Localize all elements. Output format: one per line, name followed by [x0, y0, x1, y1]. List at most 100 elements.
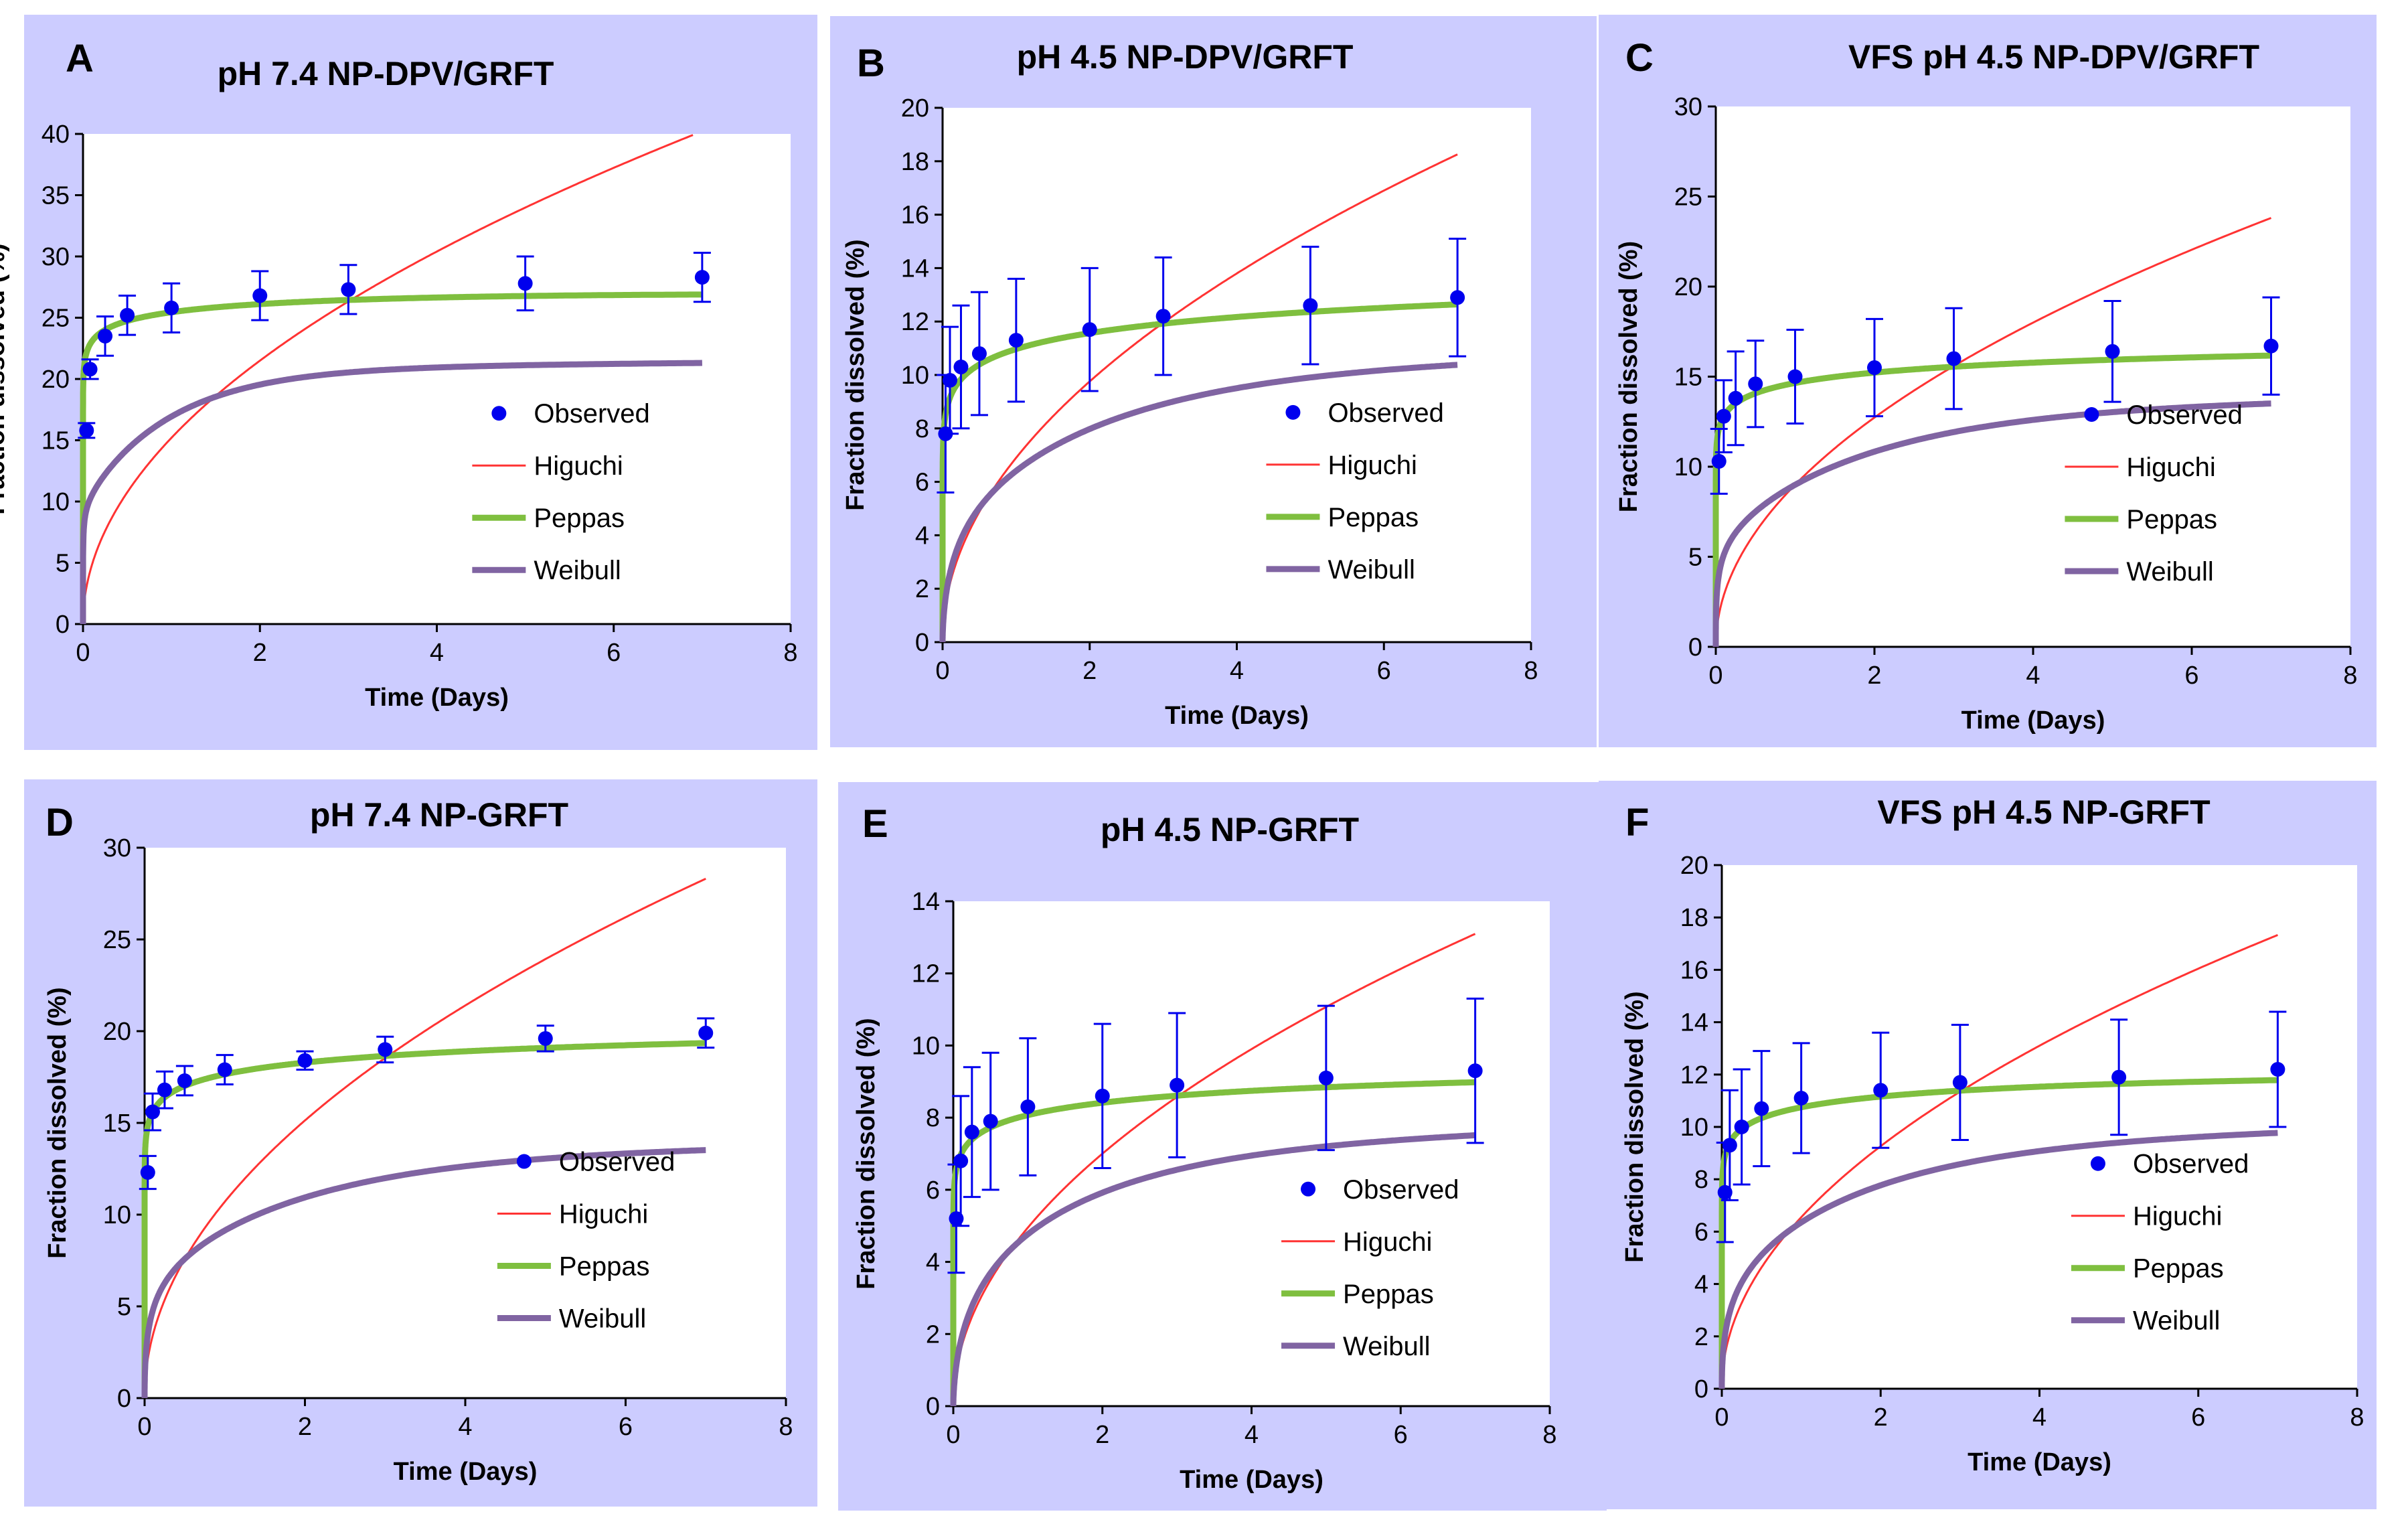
observed-point	[252, 288, 268, 303]
y-tick-label: 12	[1680, 1061, 1708, 1089]
chart-title: pH 4.5 NP-GRFT	[1101, 811, 1359, 848]
observed-point	[1722, 1138, 1737, 1153]
legend-peppas-label: Peppas	[1343, 1280, 1434, 1309]
y-tick-label: 20	[1680, 852, 1708, 880]
y-tick-label: 0	[117, 1385, 131, 1413]
observed-point	[341, 282, 356, 297]
y-tick-label: 25	[1674, 183, 1702, 212]
legend-higuchi-label: Higuchi	[534, 451, 623, 481]
chart-panel-f: F VFS pH 4.5 NP-GRFT 0 2 4 6 8 10 12 14 16 18 20 0 2 4 6…	[1621, 793, 2364, 1476]
y-tick-label: 5	[56, 550, 70, 578]
y-tick-label: 4	[926, 1249, 940, 1277]
observed-point	[953, 1153, 969, 1168]
y-tick-label: 8	[915, 415, 929, 443]
observed-point	[217, 1062, 232, 1077]
observed-point	[942, 372, 957, 388]
peppas-curve	[1712, 352, 2271, 647]
legend-observed-marker	[2084, 406, 2099, 422]
y-tick-label: 2	[1694, 1323, 1708, 1351]
weibull-curve	[1712, 400, 2271, 647]
observed-point	[82, 362, 98, 377]
legend-peppas-label: Peppas	[2133, 1254, 2224, 1284]
weibull-curve	[1718, 1130, 2278, 1389]
observed-point	[1170, 1077, 1185, 1093]
observed-point	[1716, 408, 1731, 424]
panel-label: A	[66, 37, 94, 80]
x-axis-title: Time (Days)	[1968, 1448, 2111, 1476]
x-tick-label: 6	[1394, 1421, 1408, 1449]
y-tick-label: 30	[42, 243, 70, 271]
observed-point	[120, 307, 135, 323]
y-axis-title: Fraction dissolved (%)	[0, 243, 10, 514]
x-tick-label: 2	[298, 1413, 312, 1441]
y-tick-label: 15	[103, 1110, 131, 1138]
observed-point	[1793, 1090, 1809, 1105]
x-tick-label: 6	[619, 1413, 633, 1441]
x-tick-label: 0	[76, 639, 90, 667]
observed-point	[140, 1164, 155, 1180]
y-tick-label: 0	[1694, 1375, 1708, 1403]
y-tick-label: 6	[915, 469, 929, 497]
x-axis-title: Time (Days)	[365, 684, 509, 712]
peppas-curve	[141, 1040, 706, 1398]
y-tick-label: 30	[1674, 93, 1702, 121]
y-tick-label: 12	[901, 308, 929, 336]
observed-point	[1873, 1083, 1889, 1098]
y-tick-label: 0	[926, 1393, 940, 1421]
observed-point	[1748, 376, 1763, 392]
legend-peppas-label: Peppas	[1328, 503, 1419, 532]
x-tick-label: 8	[783, 639, 797, 667]
x-tick-label: 4	[2032, 1403, 2046, 1432]
legend-observed-marker	[491, 406, 507, 421]
x-tick-label: 2	[1082, 657, 1097, 685]
higuchi-curve	[143, 877, 706, 1398]
observed-point	[2270, 1061, 2285, 1077]
observed-point	[964, 1124, 979, 1140]
peppas-curve	[939, 301, 1458, 642]
y-tick-label: 6	[926, 1176, 940, 1205]
y-tick-label: 10	[1680, 1114, 1708, 1142]
legend-observed-marker	[1301, 1181, 1316, 1197]
x-tick-label: 0	[1708, 662, 1722, 690]
y-tick-label: 15	[1674, 364, 1702, 392]
y-tick-label: 14	[901, 254, 929, 283]
y-axis-title: Fraction dissolved (%)	[852, 1018, 880, 1289]
y-tick-label: 8	[926, 1104, 940, 1132]
y-tick-label: 10	[912, 1032, 940, 1060]
legend-weibull-label: Weibull	[534, 556, 621, 585]
y-tick-label: 5	[1688, 544, 1702, 572]
observed-point	[517, 276, 533, 291]
observed-point	[378, 1042, 393, 1057]
x-tick-label: 2	[1874, 1403, 1888, 1432]
observed-point	[1952, 1075, 1968, 1090]
legend-higuchi-label: Higuchi	[1328, 451, 1417, 480]
y-tick-label: 30	[103, 834, 131, 862]
y-tick-label: 4	[1694, 1271, 1708, 1299]
legend-observed-label: Observed	[2126, 400, 2242, 430]
y-tick-label: 4	[915, 522, 929, 550]
y-tick-label: 20	[1674, 273, 1702, 301]
observed-point	[2105, 343, 2120, 359]
legend-peppas-label: Peppas	[2126, 505, 2217, 534]
observed-point	[694, 270, 710, 285]
chart-title: pH 7.4 NP-GRFT	[310, 796, 568, 834]
x-tick-label: 0	[946, 1421, 960, 1449]
observed-point	[953, 360, 969, 375]
y-tick-label: 8	[1694, 1166, 1708, 1194]
x-tick-label: 2	[1867, 662, 1881, 690]
x-tick-label: 4	[2026, 662, 2040, 690]
weibull-curve	[141, 1147, 706, 1398]
chart-panel-c: C VFS pH 4.5 NP-DPV/GRFT 0 5 10 15 20 25 30 0 2 4 6 8…	[1615, 36, 2358, 735]
x-tick-label: 4	[458, 1413, 472, 1441]
observed-point	[1467, 1063, 1483, 1079]
weibull-curve	[80, 360, 702, 624]
y-axis-title: Fraction dissolved (%)	[841, 239, 870, 510]
legend-weibull-label: Weibull	[2126, 557, 2213, 587]
panel-f: F VFS pH 4.5 NP-GRFT 0 2 4 6 8 10 12 14 16 18 20 0 2 4 6…	[1599, 781, 2377, 1509]
y-tick-label: 40	[42, 121, 70, 149]
observed-point	[1711, 453, 1727, 469]
